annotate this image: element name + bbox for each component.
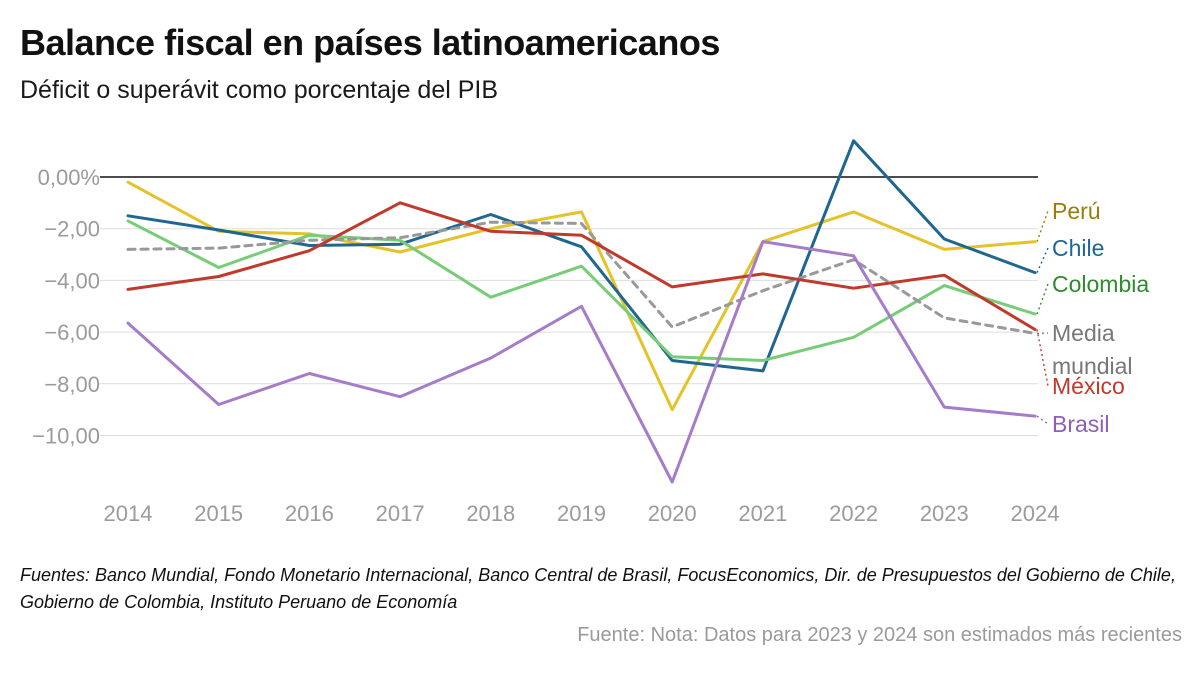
x-tick-label: 2023	[920, 501, 969, 526]
series-line-peru	[126, 180, 1037, 412]
sources-text: Fuentes: Banco Mundial, Fondo Monetario …	[20, 565, 1176, 612]
series-lines	[126, 139, 1037, 484]
y-tick-label: −4,00	[44, 268, 100, 293]
series-line-chile	[126, 139, 1037, 373]
series-line-mexico	[126, 201, 1037, 331]
x-tick-label: 2019	[557, 501, 606, 526]
grid-layer	[100, 176, 1038, 436]
series-label: Chile	[1052, 235, 1104, 261]
note-text: Fuente: Nota: Datos para 2023 y 2024 son…	[577, 624, 1182, 646]
x-tick-label: 2017	[376, 501, 425, 526]
chart-subtitle: Déficit o superávit como porcentaje del …	[20, 76, 499, 104]
label-connector	[1036, 415, 1049, 425]
y-axis: 0,00% −2,00 −4,00 −6,00 −8,00 −10,00	[32, 165, 100, 449]
label-connector	[1036, 283, 1049, 315]
y-tick-label: −2,00	[44, 217, 100, 242]
label-connector	[1036, 329, 1049, 387]
y-tick-label: 0,00%	[38, 165, 100, 190]
series-label: Perú	[1052, 198, 1101, 224]
chart-title: Balance fiscal en países latinoamericano…	[20, 22, 720, 63]
series-label: Colombia	[1052, 271, 1149, 297]
x-tick-label: 2021	[738, 501, 787, 526]
x-tick-label: 2015	[194, 501, 243, 526]
series-line-colombia	[126, 219, 1037, 362]
series-label: México	[1052, 373, 1125, 399]
y-tick-label: −10,00	[32, 424, 100, 449]
x-tick-label: 2020	[648, 501, 697, 526]
x-tick-label: 2014	[104, 501, 153, 526]
y-tick-label: −8,00	[44, 372, 100, 397]
label-connector	[1036, 210, 1049, 242]
series-label: Brasil	[1052, 411, 1110, 437]
label-connectors	[1036, 210, 1049, 425]
label-connector	[1036, 247, 1049, 273]
series-line-brasil	[126, 240, 1037, 484]
x-axis: 2014 2015 2016 2017 2018 2019 2020 2021 2022 2023…	[104, 501, 1060, 526]
x-tick-label: 2016	[285, 501, 334, 526]
x-tick-label: 2022	[829, 501, 878, 526]
y-tick-label: −6,00	[44, 320, 100, 345]
x-tick-label: 2024	[1011, 501, 1060, 526]
series-label: Media mundial	[1052, 320, 1133, 379]
x-tick-label: 2018	[466, 501, 515, 526]
series-line-media-mundial	[126, 220, 1037, 335]
